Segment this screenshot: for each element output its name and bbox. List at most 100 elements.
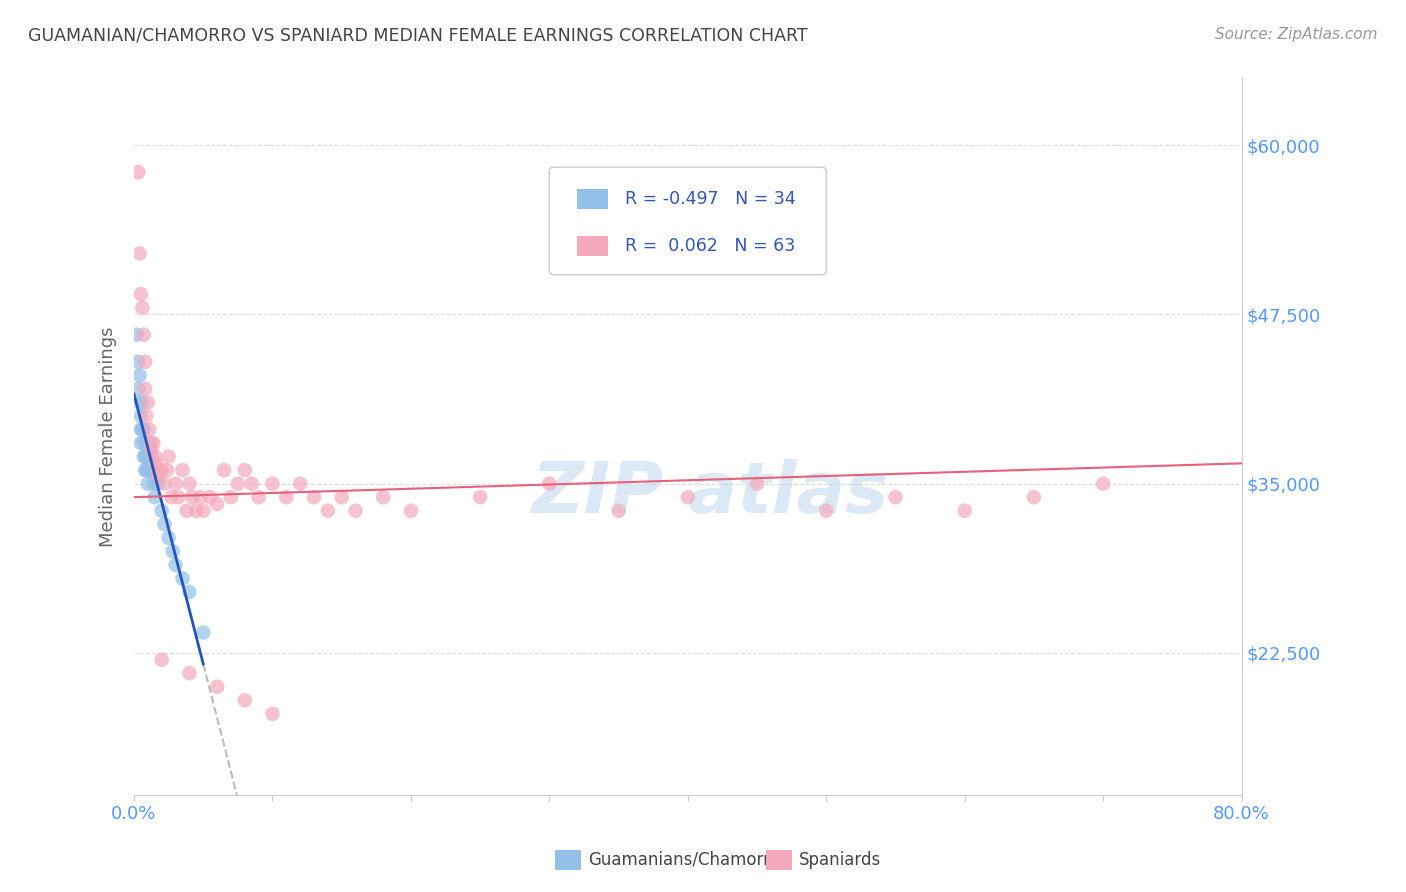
Point: [167, 490, 190, 504]
Point: [172, 463, 194, 477]
Text: Source: ZipAtlas.com: Source: ZipAtlas.com: [1215, 27, 1378, 42]
Point: [131, 395, 153, 409]
Point: [157, 450, 180, 464]
Point: [139, 436, 162, 450]
Point: [146, 476, 169, 491]
Point: [156, 463, 179, 477]
Point: [198, 490, 221, 504]
Point: [181, 490, 204, 504]
Point: [129, 422, 152, 436]
Point: [262, 706, 284, 721]
Point: [162, 544, 184, 558]
Point: [172, 571, 194, 585]
Point: [150, 504, 173, 518]
Point: [134, 450, 156, 464]
Point: [745, 476, 768, 491]
Point: [138, 463, 160, 477]
FancyBboxPatch shape: [576, 189, 607, 210]
Point: [129, 287, 152, 301]
Point: [160, 490, 183, 504]
Point: [276, 490, 298, 504]
Point: [288, 476, 311, 491]
Point: [884, 490, 907, 504]
Point: [153, 476, 176, 491]
Point: [127, 165, 149, 179]
Point: [815, 504, 838, 518]
Point: [176, 504, 198, 518]
Point: [179, 666, 201, 681]
FancyBboxPatch shape: [576, 236, 607, 256]
Point: [212, 463, 235, 477]
Point: [127, 355, 149, 369]
Text: R =  0.062   N = 63: R = 0.062 N = 63: [624, 237, 794, 255]
Point: [141, 442, 163, 457]
Point: [136, 476, 159, 491]
Point: [127, 382, 149, 396]
Point: [138, 436, 160, 450]
Point: [262, 476, 284, 491]
Point: [538, 476, 561, 491]
Point: [134, 382, 156, 396]
Point: [150, 463, 173, 477]
Point: [129, 436, 152, 450]
Point: [676, 490, 699, 504]
Point: [141, 463, 163, 477]
Point: [179, 585, 201, 599]
Point: [607, 504, 630, 518]
Point: [136, 395, 159, 409]
Point: [150, 653, 173, 667]
Point: [134, 463, 156, 477]
Point: [129, 409, 152, 423]
Point: [131, 422, 153, 436]
Point: [128, 246, 150, 260]
Point: [128, 368, 150, 383]
Point: [399, 504, 422, 518]
Point: [135, 409, 157, 423]
Point: [128, 395, 150, 409]
Point: [190, 490, 212, 504]
Point: [240, 476, 263, 491]
FancyBboxPatch shape: [550, 167, 827, 275]
Point: [157, 531, 180, 545]
Point: [165, 476, 187, 491]
Text: ZIP atlas: ZIP atlas: [531, 459, 889, 528]
Point: [344, 504, 367, 518]
Text: Spaniards: Spaniards: [799, 851, 880, 869]
Point: [193, 625, 215, 640]
Point: [233, 463, 256, 477]
Point: [145, 456, 167, 470]
Point: [132, 422, 155, 436]
Point: [219, 490, 242, 504]
Point: [193, 504, 215, 518]
Point: [302, 490, 325, 504]
Y-axis label: Median Female Earnings: Median Female Earnings: [100, 326, 117, 547]
Point: [143, 490, 166, 504]
Point: [134, 355, 156, 369]
Point: [316, 504, 339, 518]
Text: R = -0.497   N = 34: R = -0.497 N = 34: [624, 190, 796, 209]
Point: [139, 450, 162, 464]
Point: [165, 558, 187, 572]
Point: [138, 422, 160, 436]
Point: [148, 470, 170, 484]
Text: GUAMANIAN/CHAMORRO VS SPANIARD MEDIAN FEMALE EARNINGS CORRELATION CHART: GUAMANIAN/CHAMORRO VS SPANIARD MEDIAN FE…: [28, 27, 807, 45]
Point: [135, 463, 157, 477]
Text: Guamanians/Chamorros: Guamanians/Chamorros: [588, 851, 789, 869]
Point: [125, 327, 148, 342]
Point: [135, 436, 157, 450]
Point: [132, 436, 155, 450]
Point: [953, 504, 976, 518]
Point: [136, 450, 159, 464]
Point: [153, 517, 176, 532]
Point: [146, 463, 169, 477]
Point: [132, 327, 155, 342]
Point: [131, 301, 153, 315]
Point: [186, 504, 208, 518]
Point: [142, 476, 165, 491]
Point: [205, 497, 228, 511]
Point: [226, 476, 249, 491]
Point: [1092, 476, 1115, 491]
Point: [247, 490, 270, 504]
Point: [373, 490, 395, 504]
Point: [233, 693, 256, 707]
